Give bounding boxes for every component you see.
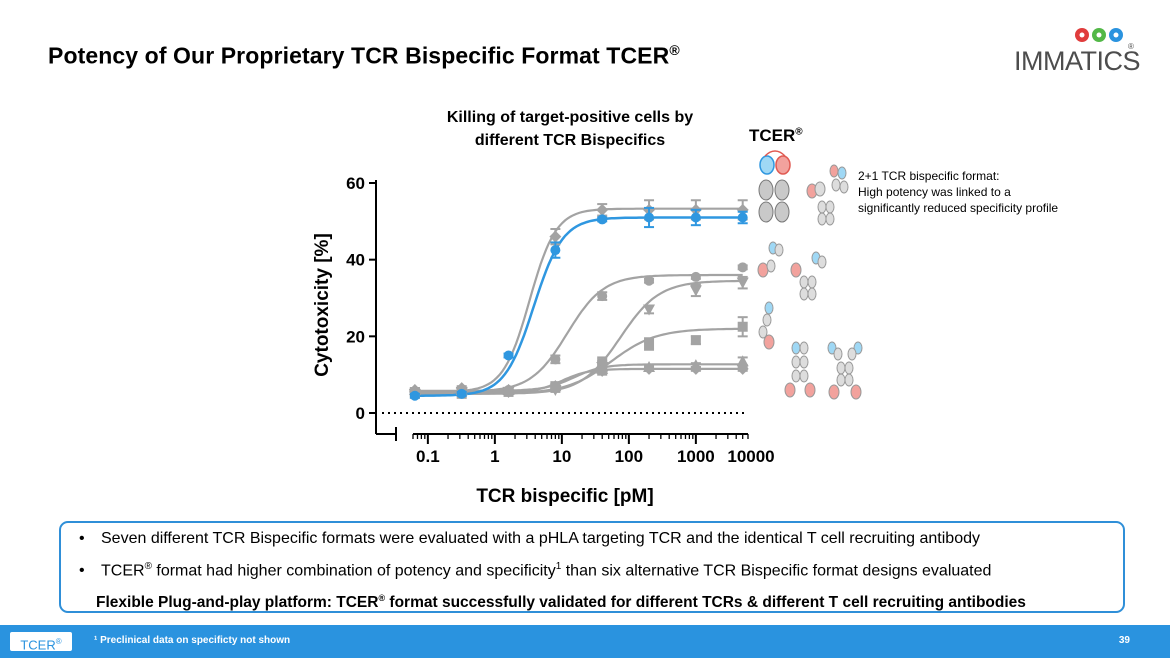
x-tick-label: 1 <box>490 447 499 466</box>
platform-statement: Flexible Plug-and-play platform: TCER® f… <box>96 593 1026 612</box>
alt-format-1-icon <box>806 164 849 226</box>
y-tick-label: 60 <box>346 174 365 193</box>
chart-title-line-1: Killing of target-positive cells by <box>446 109 694 126</box>
annotation-line-2: High potency was linked to a <box>858 185 1011 199</box>
data-point <box>550 354 561 365</box>
alt-format-4-icon <box>758 301 775 350</box>
chart-points <box>408 199 749 401</box>
fit-curve <box>414 216 743 397</box>
data-point <box>643 362 656 375</box>
page-number: 39 <box>1118 635 1130 646</box>
y-tick-label: 0 <box>356 404 365 423</box>
x-tick-label: 0.1 <box>416 447 440 466</box>
y-tick-label: 40 <box>346 251 365 270</box>
data-point <box>456 388 467 399</box>
annotation-line-3: significantly reduced specificity profil… <box>858 201 1059 215</box>
format-annotation: 2+1 TCR bispecific format: High potency … <box>858 168 1108 216</box>
alt-format-6-icon <box>827 341 863 400</box>
data-point <box>596 203 609 216</box>
data-point <box>736 355 749 367</box>
data-point <box>689 362 702 375</box>
data-point <box>409 390 420 401</box>
data-point <box>644 212 655 223</box>
logo-text: IMMATICS <box>1014 46 1141 76</box>
alt-format-3-icon <box>790 251 827 301</box>
data-point <box>502 385 515 398</box>
data-point <box>550 245 561 256</box>
annotation-line-1: 2+1 TCR bispecific format: <box>858 169 1000 183</box>
x-tick-label: 100 <box>615 447 643 466</box>
data-point <box>689 285 702 297</box>
alt-format-2-icon <box>757 241 784 278</box>
data-point <box>690 271 701 282</box>
summary-box: • Seven different TCR Bispecific formats … <box>59 521 1125 613</box>
data-point <box>549 380 562 393</box>
data-point <box>596 364 609 377</box>
data-point <box>643 304 656 316</box>
data-point <box>597 291 608 302</box>
data-point <box>690 212 701 223</box>
x-tick-label: 10000 <box>727 447 774 466</box>
data-point <box>737 212 748 223</box>
logo-mark: ® <box>1128 42 1134 51</box>
data-point <box>737 262 748 273</box>
tcer-molecule-icon <box>758 150 791 223</box>
x-axis-label: TCR bispecific [pM] <box>476 486 654 507</box>
data-point <box>736 277 749 289</box>
x-tick-label: 10 <box>552 447 571 466</box>
bullet-1: • Seven different TCR Bispecific formats … <box>79 530 980 547</box>
page-title: Potency of Our Proprietary TCR Bispecifi… <box>48 42 680 69</box>
footnote: ¹ Preclinical data on specificty not sho… <box>94 635 291 646</box>
chart-title-line-2: different TCR Bispecifics <box>474 132 666 149</box>
alt-format-5-icon <box>784 341 816 398</box>
format-diagrams <box>757 150 863 400</box>
data-point <box>736 203 749 216</box>
x-tick-label: 1000 <box>677 447 715 466</box>
chart-curves <box>414 207 743 397</box>
data-point <box>736 362 749 375</box>
data-point <box>644 339 655 349</box>
data-point <box>597 214 608 225</box>
footer-bar: TCER® ¹ Preclinical data on specificty n… <box>0 625 1170 658</box>
company-logo: IMMATICS ® <box>1010 24 1141 76</box>
data-point <box>737 321 748 332</box>
tcer-format-label: TCER® <box>749 126 803 145</box>
chart-title: Killing of target-positive cells by diff… <box>420 106 720 152</box>
footer-tag: TCER® <box>10 632 72 652</box>
data-point <box>690 335 701 346</box>
data-point <box>549 230 562 243</box>
chart-axes: 0 20 40 60 0.1 1 10 100 1000 10000 <box>346 174 775 466</box>
data-point <box>644 275 655 286</box>
bullet-2: • TCER® format had higher combination of … <box>79 561 992 580</box>
y-tick-label: 20 <box>346 327 365 346</box>
dose-response-chart: 0 20 40 60 0.1 1 10 100 1000 10000 <box>346 150 863 466</box>
data-point <box>503 350 514 361</box>
